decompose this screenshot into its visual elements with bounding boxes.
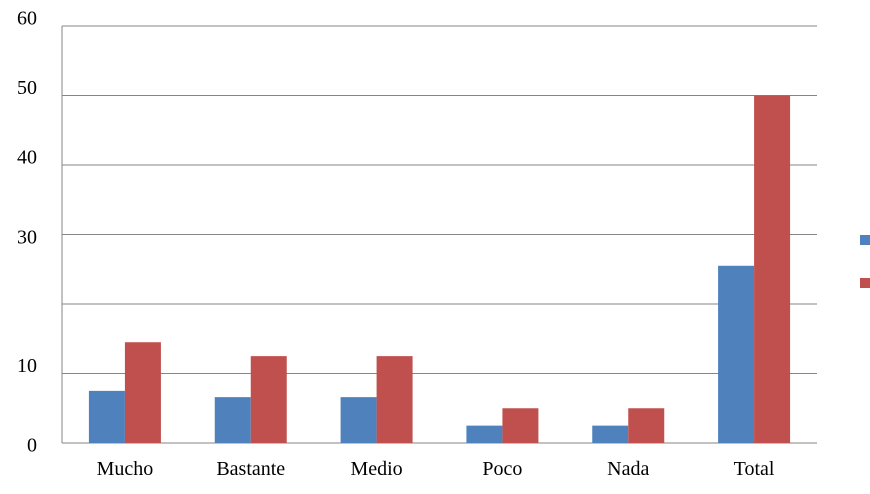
y-tick-label-60: 60 (17, 8, 37, 30)
axes (61, 26, 817, 444)
x-tick-label-bastante: Bastante (216, 458, 285, 480)
x-tick-label-medio: Medio (350, 458, 402, 480)
legend-swatch-series-2 (860, 278, 870, 288)
y-tick-label-40: 40 (17, 147, 37, 169)
bar-series-1-poco (466, 425, 503, 443)
x-tick-label-nada: Nada (607, 458, 649, 480)
x-tick-label-poco: Poco (482, 458, 522, 480)
gridlines (62, 25, 817, 374)
bar-series-1-total (718, 265, 755, 443)
bar-series-2-poco (502, 408, 539, 443)
bar-series-2-nada (628, 408, 665, 443)
bar-series-2-total (754, 95, 791, 443)
bar-series-2-medio (376, 356, 413, 443)
legend (860, 235, 870, 288)
x-tick-labels: Mucho Bastante Medio Poco Nada Total (97, 458, 775, 480)
y-tick-label-30: 30 (17, 227, 37, 249)
y-tick-label-50: 50 (17, 77, 37, 99)
bar-series-2-mucho (124, 342, 161, 443)
bar-series-1-mucho (88, 390, 125, 443)
bar-series-1-medio (340, 397, 377, 443)
bar-series-2-bastante (250, 356, 287, 443)
bar-series-1-nada (592, 425, 629, 443)
bars (88, 95, 791, 443)
legend-swatch-series-1 (860, 235, 870, 245)
bar-series-1-bastante (214, 397, 251, 443)
y-tick-labels: 0 10 30 40 50 60 (17, 8, 37, 457)
x-tick-label-mucho: Mucho (97, 458, 154, 480)
y-tick-label-10: 10 (17, 355, 37, 377)
x-tick-label-total: Total (734, 458, 775, 480)
y-tick-label-0: 0 (27, 435, 37, 457)
